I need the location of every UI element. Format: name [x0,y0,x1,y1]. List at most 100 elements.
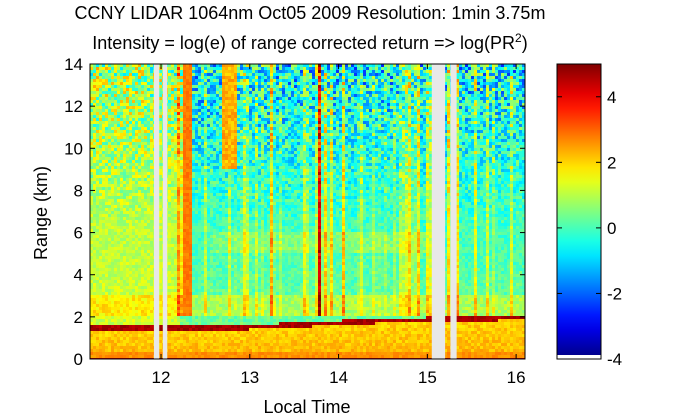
heatmap-cell [144,85,147,88]
heatmap-cell [183,127,186,130]
heatmap-cell [129,118,132,121]
heatmap-cell [129,280,132,283]
heatmap-cell [192,100,195,103]
heatmap-cell [108,232,111,235]
heatmap-cell [213,220,216,223]
heatmap-cell [102,82,105,85]
heatmap-cell [222,247,225,250]
heatmap-cell [183,181,186,184]
heatmap-cell [237,325,240,328]
heatmap-cell [192,241,195,244]
heatmap-cell [90,184,93,187]
heatmap-cell [147,82,150,85]
heatmap-cell [177,226,180,229]
heatmap-cell [213,259,216,262]
heatmap-cell [93,127,96,130]
heatmap-cell [234,121,237,124]
heatmap-cell [195,274,198,277]
heatmap-cell [234,349,237,352]
heatmap-cell [168,172,171,175]
heatmap-cell [108,328,111,331]
heatmap-cell [171,229,174,232]
heatmap-cell [192,148,195,151]
heatmap-cell [171,118,174,121]
heatmap-cell [132,232,135,235]
heatmap-cell [174,274,177,277]
heatmap-cell [240,139,243,142]
heatmap-cell [102,148,105,151]
heatmap-cell [234,85,237,88]
heatmap-cell [96,166,99,169]
heatmap-cell [102,316,105,319]
heatmap-cell [96,160,99,163]
heatmap-cell [147,247,150,250]
heatmap-cell [216,193,219,196]
heatmap-cell [114,97,117,100]
heatmap-cell [129,88,132,91]
heatmap-cell [240,70,243,73]
heatmap-cell [222,292,225,295]
heatmap-cell [144,337,147,340]
heatmap-cell [144,214,147,217]
heatmap-cell [192,103,195,106]
heatmap-cell [177,259,180,262]
heatmap-cell [177,211,180,214]
heatmap-cell [186,73,189,76]
heatmap-cell [231,139,234,142]
heatmap-cell [168,136,171,139]
heatmap-cell [192,85,195,88]
heatmap-cell [99,142,102,145]
heatmap-cell [159,205,162,208]
heatmap-cell [144,163,147,166]
heatmap-cell [108,343,111,346]
heatmap-cell [192,130,195,133]
heatmap-cell [105,163,108,166]
heatmap-cell [207,166,210,169]
heatmap-cell [168,154,171,157]
heatmap-cell [117,160,120,163]
heatmap-cell [237,160,240,163]
heatmap-cell [126,298,129,301]
heatmap-cell [174,235,177,238]
heatmap-cell [237,223,240,226]
heatmap-cell [150,118,153,121]
heatmap-cell [108,286,111,289]
heatmap-cell [93,322,96,325]
heatmap-cell [210,151,213,154]
heatmap-cell [99,250,102,253]
heatmap-cell [99,202,102,205]
heatmap-cell [90,64,93,67]
heatmap-cell [222,220,225,223]
heatmap-cell [237,226,240,229]
heatmap-cell [117,211,120,214]
heatmap-cell [195,304,198,307]
heatmap-cell [129,202,132,205]
heatmap-cell [135,184,138,187]
heatmap-cell [198,319,201,322]
heatmap-cell [123,217,126,220]
heatmap-cell [135,175,138,178]
heatmap-cell [225,145,228,148]
heatmap-cell [189,121,192,124]
heatmap-cell [141,202,144,205]
heatmap-cell [174,256,177,259]
heatmap-cell [183,217,186,220]
heatmap-cell [213,76,216,79]
heatmap-cell [120,265,123,268]
heatmap-cell [111,112,114,115]
heatmap-cell [93,256,96,259]
heatmap-cell [123,250,126,253]
heatmap-cell [90,316,93,319]
heatmap-cell [90,91,93,94]
heatmap-cell [189,232,192,235]
heatmap-cell [90,331,93,334]
heatmap-cell [138,142,141,145]
heatmap-cell [114,337,117,340]
heatmap-cell [213,172,216,175]
heatmap-cell [237,157,240,160]
heatmap-cell [219,331,222,334]
heatmap-cell [102,343,105,346]
heatmap-cell [222,124,225,127]
heatmap-cell [93,208,96,211]
heatmap-cell [177,154,180,157]
